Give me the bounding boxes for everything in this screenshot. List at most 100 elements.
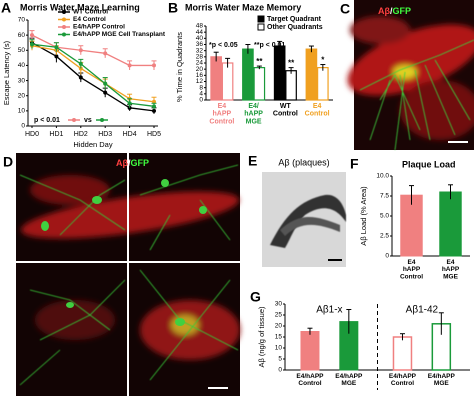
chart-title: Plaque Load	[402, 159, 456, 169]
series-line	[31, 42, 155, 112]
x-tick-label: E4/hAPP MGE	[335, 373, 363, 387]
x-tick-label: E4 Control	[305, 103, 330, 118]
data-point	[78, 48, 83, 53]
data-point	[152, 63, 156, 68]
y-tick-label: 5	[278, 356, 282, 363]
series-line	[31, 43, 155, 107]
x-tick-label: HD5	[147, 131, 161, 138]
y-tick-label: 20	[196, 66, 204, 73]
annotation: *p < 0.05	[209, 42, 238, 49]
x-axis-label: Hidden Day	[73, 140, 112, 149]
data-point	[30, 42, 34, 47]
y-tick-label: 20	[275, 323, 283, 330]
y-tick-label: 28	[196, 54, 204, 61]
panel-letter: G	[250, 289, 261, 305]
annotation-marker	[100, 118, 104, 122]
bar	[242, 48, 254, 101]
panel-letter: D	[3, 154, 13, 170]
bar	[253, 67, 266, 101]
micrograph-e	[262, 172, 346, 267]
bar	[210, 56, 222, 101]
y-tick-label: 30	[275, 301, 283, 308]
data-point	[127, 63, 132, 68]
y-tick-label: 36	[196, 41, 204, 48]
text-line: hAPP	[244, 111, 263, 118]
data-point	[152, 108, 156, 113]
data-point	[103, 90, 108, 95]
caption-part: Aβ	[378, 6, 390, 16]
legend-marker	[62, 17, 66, 22]
significance-label: **	[288, 59, 295, 68]
legend-marker	[62, 25, 66, 29]
x-tick-label: E4 hAPP Control	[209, 103, 234, 125]
caption-part: GFP	[131, 158, 150, 168]
series-line	[31, 45, 155, 103]
legend-label: Target Quadrant	[267, 16, 322, 23]
x-tick-label: E4 hAPP Control	[400, 259, 423, 280]
legend-swatch	[257, 15, 265, 23]
bar	[273, 45, 286, 101]
micrograph-d	[16, 153, 240, 396]
bar	[317, 67, 329, 101]
y-tick-label: 32	[196, 47, 204, 54]
y-tick-label: 25	[275, 312, 283, 319]
data-point	[30, 33, 34, 38]
chart-title: Morris Water Maze Learning	[20, 2, 140, 12]
text-line: hAPP	[442, 266, 460, 273]
text-line: MGE	[434, 380, 449, 387]
y-tick-label: 30	[18, 77, 26, 84]
group-title: Aβ1-x	[316, 305, 342, 316]
y-tick-label: 12	[196, 78, 204, 85]
y-tick-label: 10	[275, 345, 283, 352]
data-point	[78, 75, 83, 80]
text-line: E4	[313, 103, 322, 110]
legend-label: E4 Control	[73, 16, 106, 23]
y-tick-label: 20	[18, 92, 26, 99]
text-line: Control	[400, 273, 423, 280]
y-tick-label: 4	[199, 91, 203, 98]
text-line: E4	[218, 103, 227, 110]
data-point	[127, 101, 132, 106]
y-tick-label: 70	[18, 17, 26, 24]
caption-part: /	[390, 6, 393, 16]
y-axis-label: Aβ Load (% Area)	[359, 186, 368, 246]
y-tick-label: 5.0	[380, 213, 389, 220]
y-tick-label: 60	[18, 32, 26, 39]
y-tick-label: 10.0	[376, 173, 389, 180]
text-line: WT	[280, 103, 292, 110]
text-line: E4/hAPP	[296, 373, 324, 380]
y-tick-label: 48	[196, 23, 204, 30]
panel-letter: E	[248, 153, 257, 169]
y-tick-label: 50	[18, 47, 26, 54]
legend-marker	[62, 10, 66, 14]
y-tick-label: 0	[21, 123, 25, 130]
group-title: Aβ1-42	[406, 305, 439, 316]
x-tick-label: E4/hAPP MGE	[428, 373, 456, 387]
bar	[392, 336, 413, 371]
text-line: E4/hAPP	[335, 373, 363, 380]
text-line: Control	[298, 380, 321, 387]
text-line: MGE	[246, 118, 262, 125]
panel-letter: B	[168, 0, 178, 16]
text-line: E4	[447, 259, 455, 266]
bar	[221, 62, 234, 101]
image-caption: Aβ/GFP	[116, 158, 149, 168]
panel-letter: F	[350, 156, 359, 172]
panel-letter: C	[340, 1, 350, 17]
bar	[305, 48, 318, 101]
text-line: Control	[305, 111, 330, 118]
y-tick-label: 40	[18, 62, 26, 69]
x-tick-label: E4/hAPP Control	[389, 373, 417, 387]
caption-part: Aβ	[116, 158, 128, 168]
y-axis-label: Aβ (ng/g of tissue)	[257, 306, 266, 368]
x-tick-label: HD0	[25, 131, 39, 138]
caption-part: /	[128, 158, 131, 168]
text-line: Control	[209, 118, 234, 125]
legend-label: E4/hAPP Control	[73, 24, 125, 31]
text-line: hAPP	[403, 266, 421, 273]
x-tick-label: E4/hAPP Control	[296, 373, 324, 387]
y-tick-label: 8	[199, 84, 203, 91]
y-axis-label: % Time in Quadrants	[175, 32, 184, 102]
significance-label: *	[321, 56, 325, 65]
